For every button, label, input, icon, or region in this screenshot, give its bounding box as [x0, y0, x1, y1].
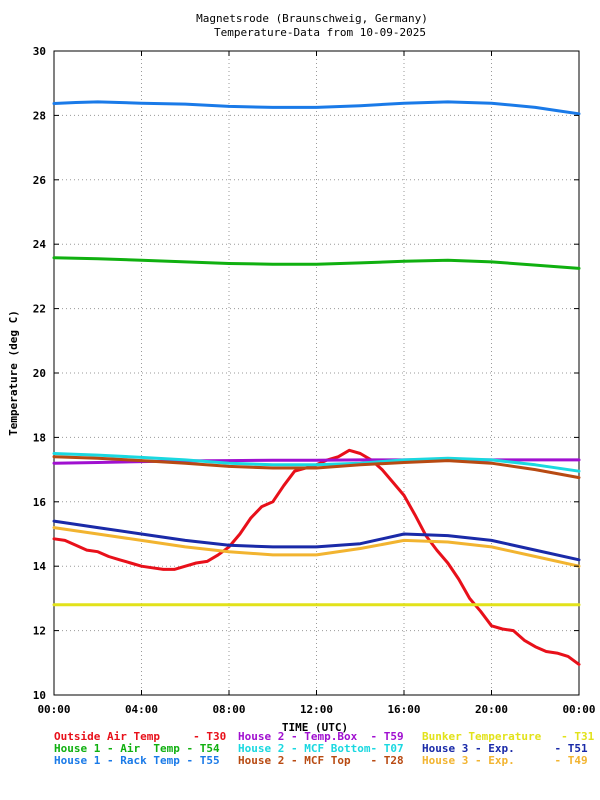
legend-entry-7: House 3 - Exp. - T51 — [422, 742, 588, 755]
x-tick-label: 12:00 — [300, 703, 333, 716]
y-tick-labels: 10 12 14 16 18 20 22 24 26 28 30 — [33, 45, 579, 702]
x-tick-label: 00:00 — [37, 703, 70, 716]
y-tick-label: 12 — [33, 625, 46, 638]
series-lines — [52, 100, 581, 666]
series-line-7 — [52, 519, 581, 562]
series-line-5 — [52, 455, 581, 480]
series-line-8 — [52, 526, 581, 568]
series-line-1 — [52, 256, 581, 270]
y-tick-label: 18 — [33, 431, 46, 444]
legend-entry-6: Bunker Temperature - T31 — [422, 730, 595, 743]
x-tick-label: 16:00 — [387, 703, 420, 716]
x-axis-label: TIME (UTC) — [282, 721, 348, 734]
series-line-0 — [52, 448, 581, 666]
series-line-2 — [52, 100, 581, 116]
series-line-4 — [52, 452, 581, 473]
grid — [54, 51, 579, 695]
x-tick-label: 04:00 — [125, 703, 158, 716]
legend-entry-0: Outside Air Temp - T30 — [54, 730, 226, 743]
legend-entry-5: House 2 - MCF Top - T28 — [238, 754, 404, 767]
x-tick-label: 00:00 — [562, 703, 595, 716]
x-tick-label: 08:00 — [212, 703, 245, 716]
legend-entry-3: House 2 - Temp.Box - T59 — [238, 730, 404, 743]
y-tick-label: 10 — [33, 689, 46, 702]
y-tick-label: 26 — [33, 174, 47, 187]
y-tick-label: 30 — [33, 45, 46, 58]
y-tick-label: 24 — [33, 238, 47, 251]
x-tick-labels: 00:00 04:00 08:00 12:00 16:00 20:00 00:00 — [37, 51, 596, 716]
chart-subtitle: Temperature-Data from 10-09-2025 — [214, 26, 426, 39]
legend-entry-8: House 3 - Exp. - T49 — [422, 754, 588, 767]
chart-title: Magnetsrode (Braunschweig, Germany) — [196, 12, 428, 25]
legend-entry-4: House 2 - MCF Bottom- T07 — [238, 742, 404, 755]
y-tick-label: 22 — [33, 303, 46, 316]
y-axis-label: Temperature (deg C) — [7, 310, 20, 436]
y-tick-label: 28 — [33, 109, 46, 122]
y-tick-label: 14 — [33, 560, 47, 573]
x-tick-label: 20:00 — [475, 703, 508, 716]
y-tick-label: 20 — [33, 367, 46, 380]
y-tick-label: 16 — [33, 496, 47, 509]
legend-entry-2: House 1 - Rack Temp - T55 — [54, 754, 220, 767]
legend-entry-1: House 1 - Air Temp - T54 — [54, 742, 220, 755]
